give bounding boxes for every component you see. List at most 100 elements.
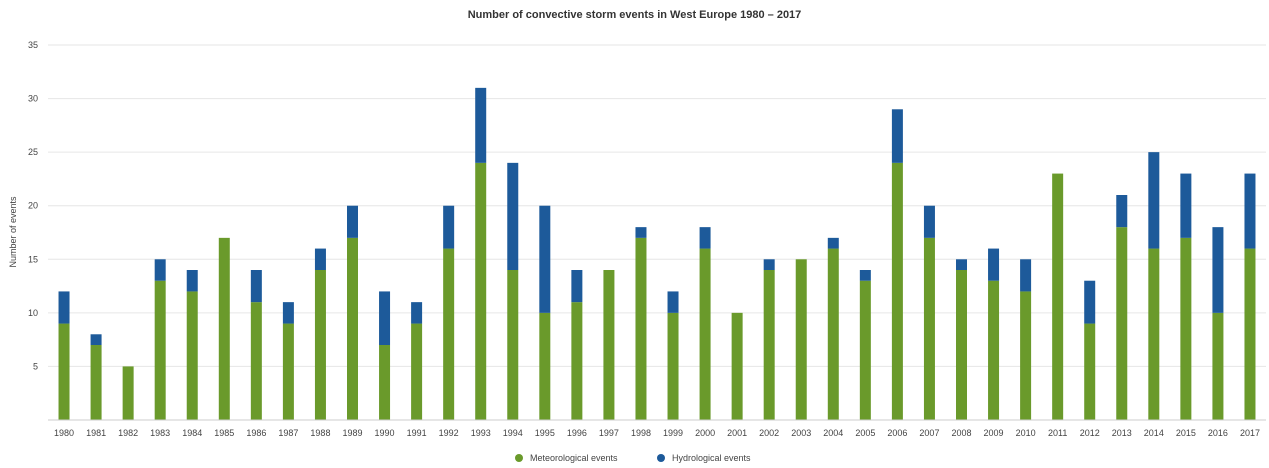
x-tick-label: 2011: [1048, 428, 1067, 438]
x-tick-label: 1990: [375, 428, 395, 438]
bar-meteorological: [154, 280, 166, 420]
bar-hydrological: [411, 302, 423, 324]
bar-meteorological: [731, 312, 743, 420]
bar-hydrological: [475, 87, 487, 163]
bar-meteorological: [282, 323, 294, 420]
legend-label-meteorological: Meteorological events: [530, 453, 618, 463]
y-axis: 5 10 15 20 25 30 35 Number of events: [8, 40, 38, 371]
x-tick-label: 2013: [1112, 428, 1132, 438]
bar-hydrological: [571, 270, 583, 303]
legend-marker-hydrological: [657, 454, 665, 462]
bar-hydrological: [699, 227, 711, 249]
bar-hydrological: [539, 205, 551, 313]
bar-hydrological: [667, 291, 679, 313]
bar-hydrological: [154, 259, 166, 281]
x-tick-label: 2007: [919, 428, 939, 438]
chart-title: Number of convective storm events in Wes…: [467, 9, 802, 21]
x-tick-label: 1985: [214, 428, 234, 438]
legend: Meteorological events Hydrological events: [515, 453, 751, 463]
bar-meteorological: [475, 162, 487, 420]
x-tick-label: 2006: [887, 428, 907, 438]
bar-hydrological: [1084, 280, 1096, 324]
bar-meteorological: [347, 237, 358, 420]
x-tick-label: 2014: [1144, 428, 1164, 438]
y-tick-label: 25: [28, 147, 38, 157]
bar-meteorological: [443, 248, 455, 420]
bar-hydrological: [1116, 195, 1128, 228]
bar-meteorological: [1180, 237, 1192, 420]
x-tick-label: 1996: [567, 428, 587, 438]
y-tick-label: 10: [28, 308, 38, 318]
bar-meteorological: [58, 323, 70, 420]
x-tick-label: 1986: [246, 428, 266, 438]
x-tick-label: 2000: [695, 428, 715, 438]
x-tick-label: 2010: [1016, 428, 1036, 438]
x-tick-label: 2015: [1176, 428, 1196, 438]
x-tick-label: 1981: [86, 428, 106, 438]
bar-hydrological: [635, 227, 647, 238]
bar-meteorological: [827, 248, 839, 420]
y-axis-title: Number of events: [8, 196, 18, 268]
bar-meteorological: [379, 345, 391, 420]
bar-hydrological: [314, 248, 326, 270]
x-tick-label: 2012: [1080, 428, 1100, 438]
bar-hydrological: [956, 259, 967, 270]
bar-meteorological: [795, 259, 807, 420]
bar-meteorological: [859, 280, 871, 420]
bar-meteorological: [956, 270, 967, 420]
bar-meteorological: [571, 302, 583, 420]
x-tick-label: 1988: [310, 428, 330, 438]
bar-meteorological: [603, 270, 615, 420]
bar-meteorological: [539, 312, 551, 420]
bar-meteorological: [667, 312, 679, 420]
bar-meteorological: [763, 270, 775, 420]
bar-hydrological: [1180, 173, 1192, 238]
bar-meteorological: [1244, 248, 1256, 420]
bar-hydrological: [250, 270, 262, 303]
x-tick-label: 1994: [503, 428, 523, 438]
bar-hydrological: [891, 109, 903, 163]
y-tick-label: 20: [28, 201, 38, 211]
bar-hydrological: [827, 237, 839, 249]
x-axis: 1980 1981 1982 1983 1984 1985 1986 1987 1988 1989…: [48, 419, 1266, 438]
bar-hydrological: [379, 291, 391, 345]
bar-meteorological: [507, 270, 519, 420]
bar-hydrological: [1148, 152, 1160, 249]
x-tick-label: 2016: [1208, 428, 1228, 438]
bar-hydrological: [763, 259, 775, 270]
bar-meteorological: [923, 237, 935, 420]
y-tick-label: 5: [33, 361, 38, 371]
x-tick-label: 2003: [791, 428, 811, 438]
bar-meteorological: [186, 291, 198, 420]
legend-label-hydrological: Hydrological events: [672, 453, 751, 463]
x-tick-label: 1982: [118, 428, 138, 438]
x-tick-label: 1987: [278, 428, 298, 438]
x-tick-label: 1983: [150, 428, 170, 438]
y-tick-label: 30: [28, 94, 38, 104]
bar-hydrological: [1020, 259, 1032, 292]
x-tick-label: 2008: [951, 428, 971, 438]
x-tick-label: 1991: [407, 428, 427, 438]
x-tick-label: 2009: [984, 428, 1004, 438]
y-tick-label: 15: [28, 254, 38, 264]
bar-meteorological: [891, 162, 903, 420]
bar-meteorological: [1052, 173, 1064, 420]
bars: [58, 87, 1256, 420]
bar-meteorological: [1148, 248, 1160, 420]
legend-marker-meteorological: [515, 454, 523, 462]
bar-hydrological: [988, 248, 1000, 281]
x-tick-label: 1995: [535, 428, 555, 438]
bar-hydrological: [443, 205, 455, 249]
bar-hydrological: [90, 334, 102, 345]
bar-hydrological: [1244, 173, 1256, 249]
bar-meteorological: [411, 323, 423, 420]
bar-meteorological: [90, 345, 102, 420]
bar-meteorological: [218, 237, 230, 420]
bar-meteorological: [1084, 323, 1096, 420]
x-tick-label: 2005: [855, 428, 875, 438]
bar-hydrological: [1212, 227, 1224, 313]
bar-meteorological: [314, 270, 326, 420]
x-tick-label: 2002: [759, 428, 779, 438]
